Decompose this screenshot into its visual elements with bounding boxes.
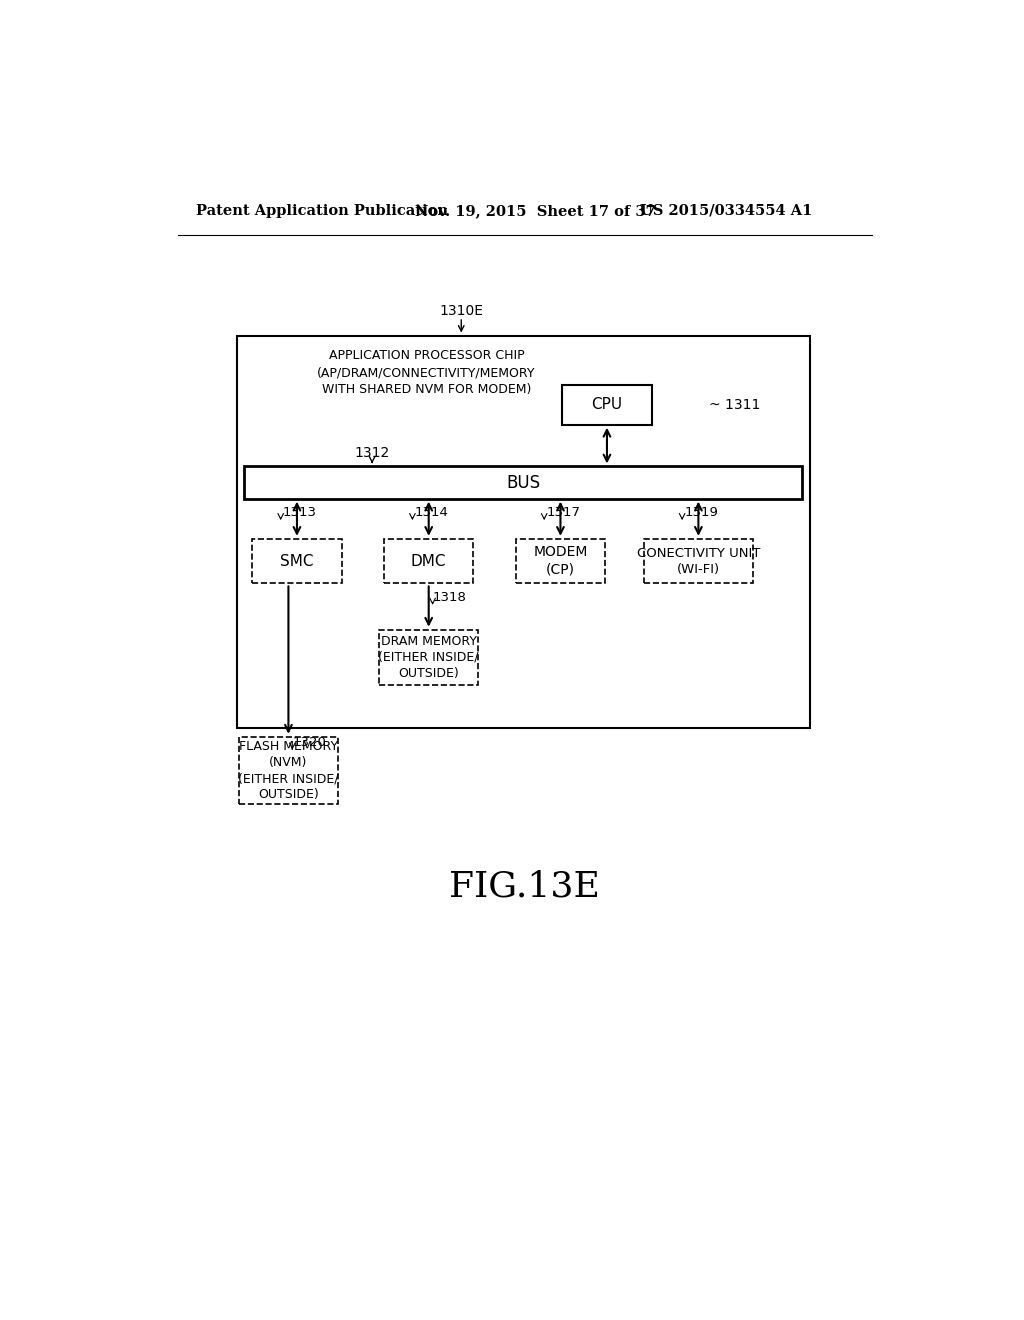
Text: SMC: SMC [281, 553, 313, 569]
Text: 1320: 1320 [292, 735, 327, 748]
Bar [516, 539, 605, 583]
Text: APPLICATION PROCESSOR CHIP
(AP/DRAM/CONNECTIVITY/MEMORY
WITH SHARED NVM FOR MODE: APPLICATION PROCESSOR CHIP (AP/DRAM/CONN… [317, 350, 536, 396]
Text: BUS: BUS [506, 474, 541, 491]
Bar [252, 539, 342, 583]
Text: Patent Application Publication: Patent Application Publication [197, 203, 449, 218]
Text: 1318: 1318 [432, 591, 467, 603]
Text: US 2015/0334554 A1: US 2015/0334554 A1 [640, 203, 812, 218]
Bar [245, 466, 802, 499]
Text: FLASH MEMORY
(NVM)
(EITHER INSIDE/
OUTSIDE): FLASH MEMORY (NVM) (EITHER INSIDE/ OUTSI… [239, 741, 339, 801]
Text: 1313: 1313 [283, 506, 317, 519]
Text: 1312: 1312 [354, 446, 390, 459]
Bar [644, 539, 753, 583]
Text: MODEM
(CP): MODEM (CP) [534, 545, 588, 577]
Text: CPU: CPU [592, 397, 623, 412]
Bar [562, 385, 651, 425]
Text: Nov. 19, 2015  Sheet 17 of 37: Nov. 19, 2015 Sheet 17 of 37 [415, 203, 655, 218]
Text: 1317: 1317 [547, 506, 581, 519]
Text: DRAM MEMORY
(EITHER INSIDE/
OUTSIDE): DRAM MEMORY (EITHER INSIDE/ OUTSIDE) [379, 635, 479, 680]
Text: 1314: 1314 [415, 506, 449, 519]
Bar [384, 539, 473, 583]
Text: FIG.13E: FIG.13E [450, 869, 600, 903]
Bar [239, 737, 338, 804]
Text: DMC: DMC [411, 553, 446, 569]
Bar [379, 630, 478, 685]
Text: 1319: 1319 [684, 506, 718, 519]
Text: CONECTIVITY UNIT
(WI-FI): CONECTIVITY UNIT (WI-FI) [637, 546, 760, 576]
Text: 1310E: 1310E [439, 304, 483, 318]
Bar [237, 335, 810, 729]
Text: ~ 1311: ~ 1311 [710, 397, 761, 412]
